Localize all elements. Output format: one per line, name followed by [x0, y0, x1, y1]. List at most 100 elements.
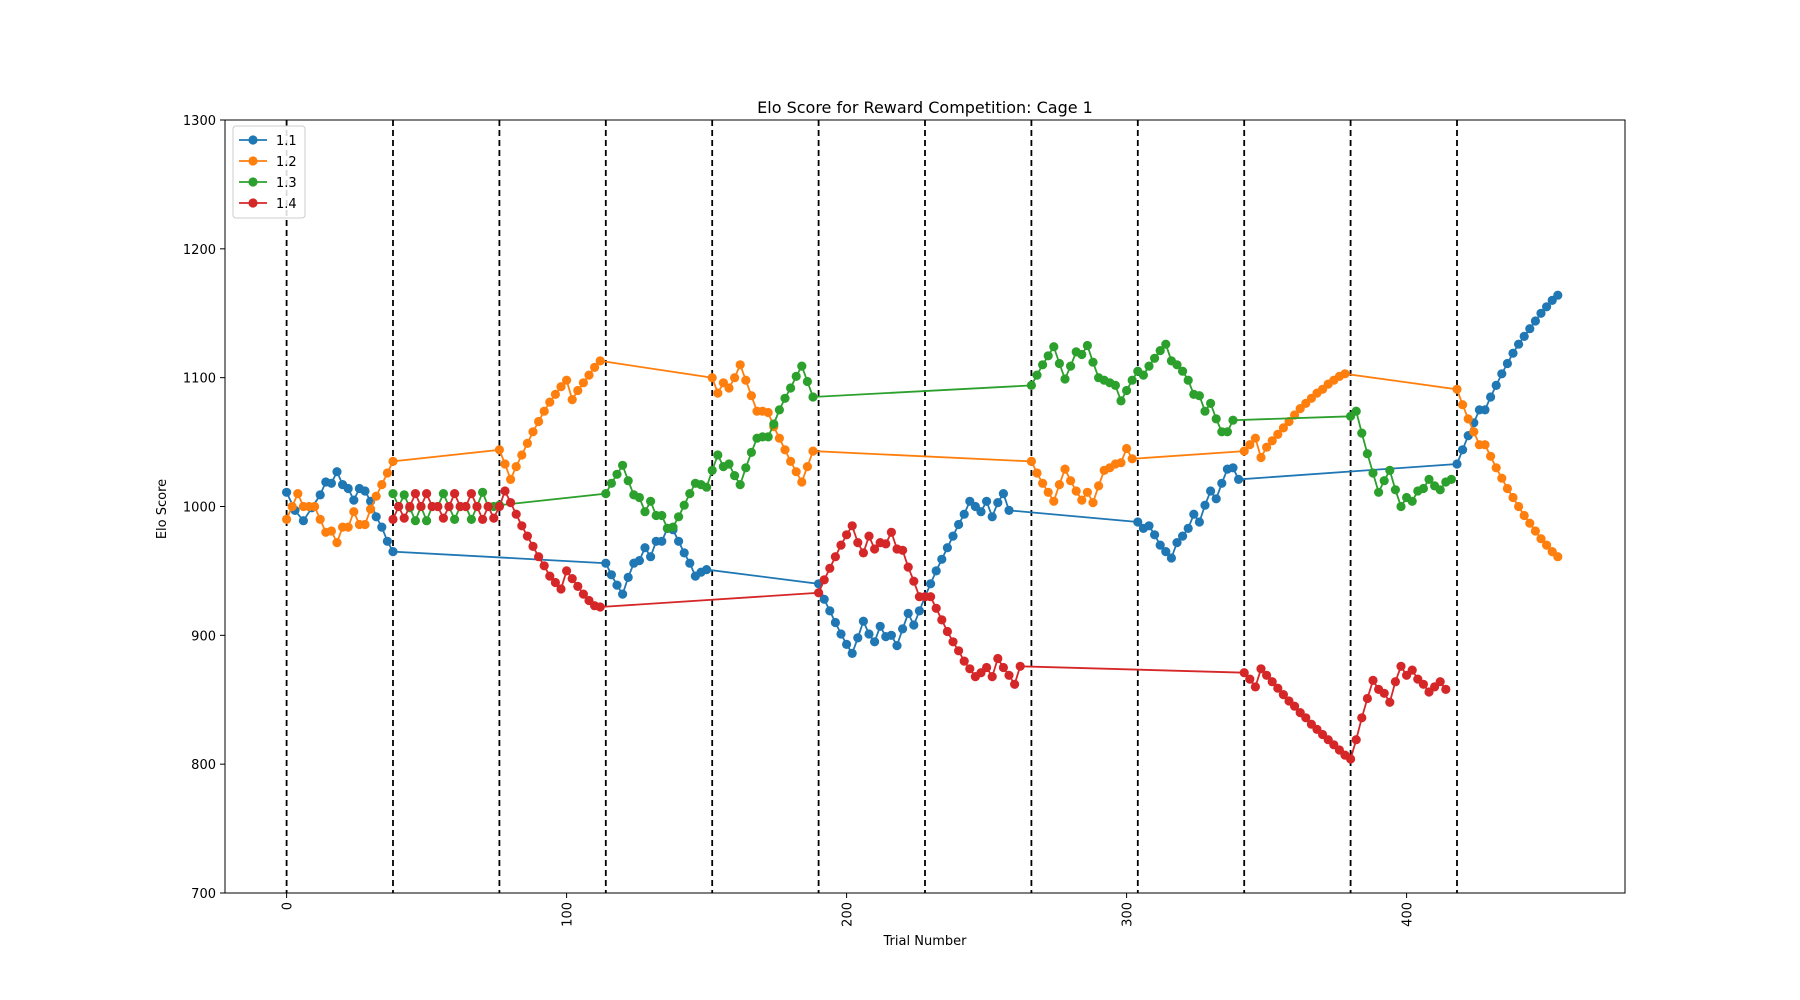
data-point [1010, 679, 1020, 689]
data-point [1150, 353, 1160, 363]
data-point [1194, 391, 1204, 401]
data-point [1407, 665, 1417, 675]
data-point [1508, 348, 1518, 358]
data-point [707, 373, 717, 383]
data-point [948, 531, 958, 541]
data-point [657, 510, 667, 521]
data-point [892, 641, 902, 651]
data-point [315, 514, 325, 525]
data-point [1060, 374, 1070, 384]
data-point [1542, 302, 1552, 312]
data-point [410, 516, 420, 526]
data-point [1418, 679, 1428, 689]
data-point [1094, 481, 1104, 491]
data-point [539, 406, 549, 416]
data-point [282, 487, 292, 497]
data-point [1396, 501, 1406, 512]
data-point [293, 489, 303, 499]
data-point [1245, 440, 1255, 450]
y-tick-label: 700 [191, 887, 216, 902]
data-point [1245, 674, 1255, 684]
data-point [1127, 454, 1137, 464]
data-point [931, 566, 941, 576]
data-point [623, 572, 633, 583]
data-point [1435, 485, 1445, 495]
data-point [634, 556, 645, 566]
data-point [1351, 406, 1361, 416]
data-point [1463, 414, 1473, 424]
data-point [802, 376, 813, 387]
legend-label: 1.1 [276, 134, 297, 149]
data-point [360, 486, 370, 496]
data-point [791, 467, 801, 477]
data-point [903, 608, 913, 619]
data-point [1004, 670, 1014, 680]
data-point [282, 514, 292, 525]
data-point [1043, 487, 1053, 497]
series-1-4 [388, 486, 1451, 764]
data-point [769, 419, 779, 429]
data-point [858, 548, 869, 558]
session-boundary-lines [285, 120, 1458, 893]
data-point [578, 378, 589, 388]
data-point [707, 465, 717, 475]
data-point [438, 513, 448, 523]
data-point [836, 629, 846, 639]
legend-swatch-marker [248, 156, 258, 166]
data-point [388, 456, 398, 466]
data-point [1396, 661, 1406, 671]
data-point [1066, 361, 1076, 371]
data-point [1480, 440, 1490, 450]
data-point [382, 536, 392, 546]
data-point [875, 621, 885, 631]
data-point [550, 577, 561, 588]
data-point [741, 375, 751, 385]
data-point [332, 467, 342, 477]
data-point [1026, 456, 1036, 466]
data-point [724, 459, 734, 469]
legend-label: 1.3 [276, 176, 297, 191]
data-point [522, 438, 533, 448]
data-point [1082, 487, 1092, 497]
data-point [1122, 443, 1132, 454]
data-point [763, 432, 773, 442]
data-point [780, 393, 790, 403]
data-point [982, 662, 992, 673]
data-point [422, 489, 432, 499]
data-point [914, 606, 925, 616]
data-point [522, 531, 533, 541]
data-point [388, 514, 398, 525]
data-point [1262, 670, 1272, 680]
data-point [657, 536, 667, 546]
data-point [528, 427, 538, 437]
data-point [1026, 380, 1036, 390]
data-point [1256, 664, 1266, 674]
data-point [1144, 361, 1154, 371]
chart-title: Elo Score for Reward Competition: Cage 1 [757, 98, 1093, 117]
data-point [1452, 384, 1462, 394]
data-point [1228, 463, 1238, 473]
data-point [433, 501, 443, 512]
data-point [1486, 451, 1496, 461]
data-point [1441, 684, 1451, 695]
data-point [702, 565, 712, 575]
data-point [1385, 465, 1395, 475]
data-point [1043, 351, 1053, 361]
legend-swatch-marker [248, 177, 258, 187]
data-point [1256, 452, 1266, 463]
data-point [864, 531, 874, 541]
data-point [315, 490, 325, 500]
data-point [1066, 476, 1076, 486]
data-point [1155, 346, 1165, 356]
data-point [1183, 375, 1193, 385]
y-axis-label: Elo Score [155, 479, 170, 539]
data-point [1217, 478, 1227, 488]
data-point [774, 433, 785, 443]
data-point [1497, 369, 1507, 379]
data-point [1206, 486, 1216, 496]
data-point [1071, 486, 1081, 496]
data-point [534, 552, 544, 562]
data-point [1514, 501, 1524, 512]
data-point [1262, 442, 1272, 452]
